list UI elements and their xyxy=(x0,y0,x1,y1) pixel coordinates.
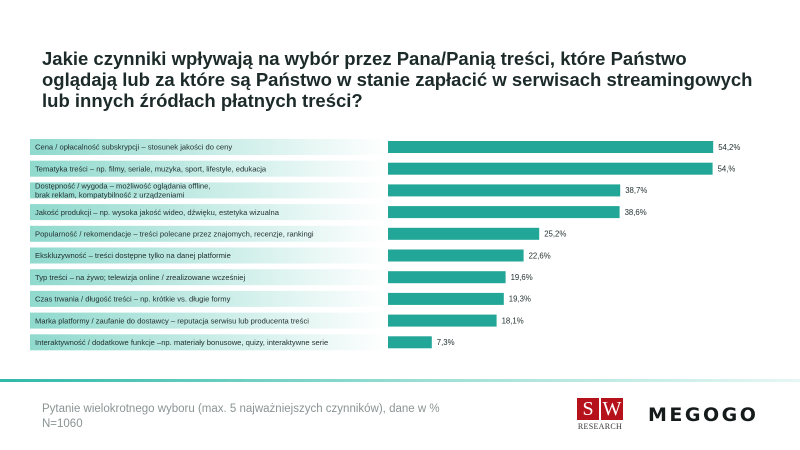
category-row-band xyxy=(30,247,388,264)
footnote-question-note: Pytanie wielokrotnego wyboru (max. 5 naj… xyxy=(42,403,440,415)
value-label: 19,6% xyxy=(511,273,533,282)
bar xyxy=(388,314,497,327)
bar xyxy=(388,227,540,240)
category-row-band xyxy=(30,139,388,155)
category-label: Czas trwania / długość treści – np. krót… xyxy=(35,295,231,304)
bar xyxy=(388,336,432,349)
value-label: 38,6% xyxy=(625,208,647,217)
category-row-band xyxy=(30,160,388,177)
category-label-line: Interaktywność / dodatkowe funkcje –np. … xyxy=(35,338,328,347)
value-label: 18,1% xyxy=(502,316,524,325)
value-label: 7,3% xyxy=(437,338,455,347)
bar xyxy=(388,206,620,219)
category-label-line: Marka platformy / zaufanie do dostawcy –… xyxy=(35,316,309,325)
sw-research-logo: S W RESEARCH xyxy=(574,398,626,436)
value-label: 19,3% xyxy=(509,295,531,304)
value-label: 38,7% xyxy=(625,186,647,195)
category-row-band xyxy=(30,312,388,329)
category-label: Jakość produkcji – np. wysoka jakość wid… xyxy=(35,208,280,217)
category-row-band xyxy=(30,290,388,307)
category-label-line: Popularność / rekomendacje – treści pole… xyxy=(35,230,314,239)
category-label-line: Jakość produkcji – np. wysoka jakość wid… xyxy=(35,208,280,217)
bar-chart: Cena / opłacalność subskrypcji – stosune… xyxy=(30,139,740,351)
category-label: Marka platformy / zaufanie do dostawcy –… xyxy=(35,316,309,325)
category-label: Ekskluzywność – treści dostępne tylko na… xyxy=(35,251,231,260)
category-label-line: Tematyka treści – np. filmy, seriale, mu… xyxy=(35,164,267,173)
bar xyxy=(388,292,504,305)
sw-logo-letter-w: W xyxy=(601,398,623,420)
bar xyxy=(388,162,713,175)
category-label: Dostępność / wygoda – możliwość oglądani… xyxy=(35,182,210,200)
bar xyxy=(388,184,621,197)
value-label: 22,6% xyxy=(529,251,551,260)
category-label: Interaktywność / dodatkowe funkcje –np. … xyxy=(35,338,328,347)
footer-divider xyxy=(0,379,800,382)
category-row-band xyxy=(30,182,388,199)
category-label-line: Dostępność / wygoda – możliwość oglądani… xyxy=(35,182,210,191)
category-label-line: brak reklam, kompatybilność z urządzenia… xyxy=(35,191,185,200)
category-label-line: Typ treści – na żywo; telewizja online /… xyxy=(35,273,246,282)
category-label: Cena / opłacalność subskrypcji – stosune… xyxy=(35,143,232,152)
category-label-line: Cena / opłacalność subskrypcji – stosune… xyxy=(35,143,232,152)
footnote-sample-size: N=1060 xyxy=(42,418,83,430)
category-label: Tematyka treści – np. filmy, seriale, mu… xyxy=(35,164,267,173)
footnote: Pytanie wielokrotnego wyboru (max. 5 naj… xyxy=(42,402,522,432)
sw-logo-research-text: RESEARCH xyxy=(577,422,623,431)
category-row-band xyxy=(30,204,388,221)
chart-title: Jakie czynniki wpływają na wybór przez P… xyxy=(42,48,753,111)
bar xyxy=(388,249,524,262)
category-row-band xyxy=(30,225,388,242)
category-label: Typ treści – na żywo; telewizja online /… xyxy=(35,273,246,282)
bar xyxy=(388,271,506,284)
category-row-band xyxy=(30,269,388,286)
value-label: 25,2% xyxy=(544,230,566,239)
megogo-logo: MEGOGO xyxy=(648,404,759,426)
category-label-line: Czas trwania / długość treści – np. krót… xyxy=(35,295,231,304)
category-label: Popularność / rekomendacje – treści pole… xyxy=(35,230,314,239)
sw-logo-letter-s: S xyxy=(577,398,599,420)
category-label-line: Ekskluzywność – treści dostępne tylko na… xyxy=(35,251,231,260)
value-label: 54,% xyxy=(718,165,736,174)
value-label: 54,2% xyxy=(718,143,740,152)
category-row-band xyxy=(30,334,388,351)
bar xyxy=(388,141,714,153)
